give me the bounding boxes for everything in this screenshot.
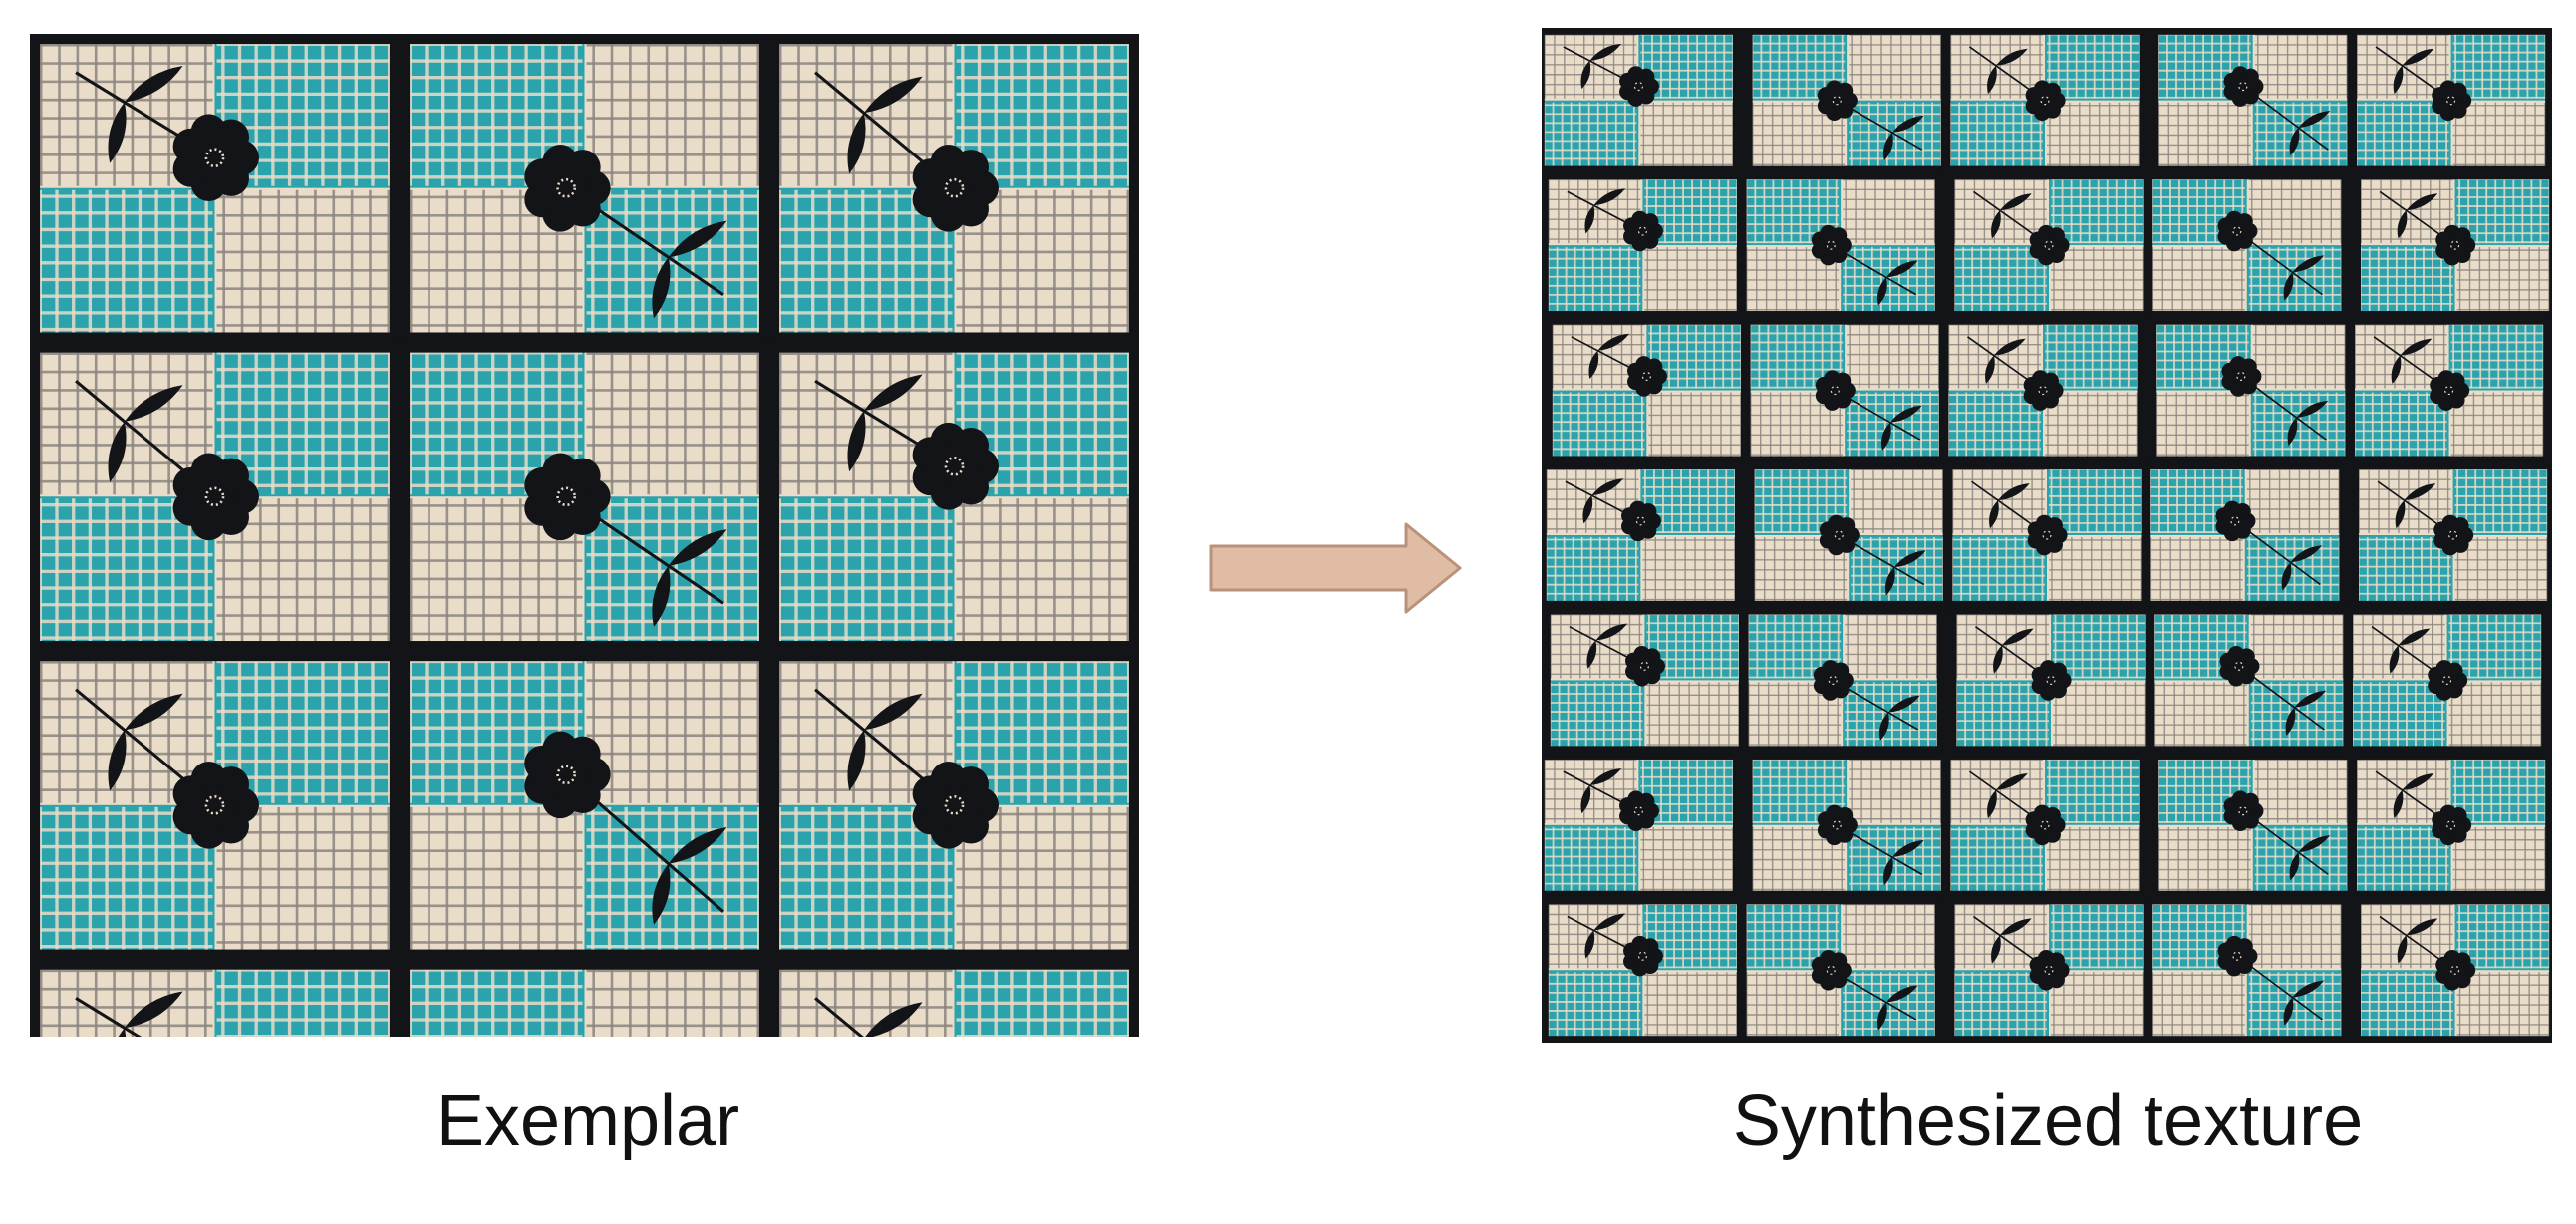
flower-icon	[1811, 224, 1852, 266]
flower-icon	[2223, 790, 2264, 831]
flower-icon	[2031, 660, 2072, 701]
flower-icon	[1815, 370, 1856, 411]
fabric-tile	[2347, 317, 2551, 464]
flower-icon	[912, 762, 999, 849]
flower-icon	[2221, 356, 2262, 397]
flower-icon	[172, 453, 259, 541]
flower-icon	[524, 731, 611, 819]
fabric-tile	[764, 34, 1139, 347]
fabric-tile	[395, 955, 774, 1037]
right-arrow-icon	[1209, 518, 1468, 618]
flower-icon	[912, 144, 999, 232]
flower-icon	[1817, 80, 1858, 121]
fabric-tile	[1944, 461, 2149, 609]
fabric-tile	[1542, 752, 1741, 899]
exemplar-texture	[30, 34, 1139, 1037]
flower-icon	[1619, 66, 1659, 107]
flower-icon	[1623, 935, 1663, 977]
fabric-tile	[30, 338, 405, 656]
fabric-tile	[1948, 606, 2153, 754]
flower-icon	[2023, 370, 2064, 411]
flower-icon	[2029, 950, 2070, 991]
exemplar-caption: Exemplar	[435, 1081, 740, 1161]
flower-icon	[912, 422, 999, 510]
flower-icon	[2215, 500, 2256, 542]
flower-icon	[172, 762, 259, 849]
flower-icon	[1619, 790, 1659, 831]
flower-icon	[1819, 514, 1860, 556]
fabric-tile	[1742, 317, 1947, 464]
flower-icon	[1813, 660, 1854, 701]
fabric-tile	[2150, 752, 2356, 899]
fabric-tile	[1740, 606, 1945, 754]
fabric-tile	[1942, 28, 2147, 174]
synthesized-texture	[1542, 28, 2552, 1043]
flower-icon	[1621, 500, 1661, 542]
fabric-tile	[2145, 896, 2350, 1043]
flower-icon	[1627, 356, 1667, 397]
flower-icon	[2435, 950, 2476, 991]
fabric-tile	[395, 338, 774, 656]
fabric-tile	[1542, 28, 1741, 174]
fabric-tile	[2147, 606, 2352, 754]
fabric-tile	[2145, 171, 2350, 319]
flower-icon	[2432, 804, 2472, 846]
fabric-tile	[395, 647, 774, 964]
fabric-tile	[764, 647, 1139, 964]
fabric-tile	[1738, 171, 1943, 319]
flower-icon	[524, 453, 611, 541]
fabric-tile	[2143, 461, 2348, 609]
fabric-tile	[1543, 606, 1747, 754]
flower-icon	[2219, 646, 2260, 687]
flower-icon	[2025, 804, 2066, 846]
synthesized-caption: Synthesized texture	[1732, 1081, 2364, 1161]
fabric-tile	[30, 955, 405, 1037]
fabric-tile	[1940, 317, 2146, 464]
flower-icon	[2029, 224, 2070, 266]
fabric-tile	[764, 955, 1139, 1037]
flower-icon	[1817, 804, 1858, 846]
fabric-tile	[2351, 461, 2552, 609]
fabric-tile	[764, 338, 1139, 656]
fabric-tile	[1746, 461, 1951, 609]
flower-icon	[172, 114, 259, 202]
fabric-tile	[2349, 752, 2552, 899]
fabric-tile	[1542, 171, 1745, 319]
flower-icon	[2428, 660, 2468, 701]
fabric-tile	[1946, 896, 2151, 1043]
flower-icon	[524, 144, 611, 232]
fabric-tile	[1738, 896, 1943, 1043]
fabric-tile	[1542, 461, 1743, 609]
fabric-tile	[30, 34, 405, 347]
flower-icon	[2217, 210, 2258, 252]
fabric-tile	[395, 34, 774, 347]
flower-icon	[1623, 210, 1663, 252]
flower-icon	[2025, 80, 2066, 121]
flower-icon	[1625, 646, 1665, 687]
fabric-tile	[1744, 752, 1949, 899]
flower-icon	[2433, 514, 2474, 556]
flower-icon	[2027, 514, 2068, 556]
fabric-tile	[1942, 752, 2147, 899]
fabric-tile	[1542, 896, 1745, 1043]
fabric-tile	[2150, 28, 2356, 174]
fabric-tile	[2349, 28, 2552, 174]
synthesized-texture-image	[1542, 28, 2552, 1043]
fabric-tile	[1545, 317, 1749, 464]
flower-icon	[2430, 370, 2470, 411]
fabric-tile	[2353, 171, 2552, 319]
fabric-tile	[1744, 28, 1949, 174]
fabric-tile	[2353, 896, 2552, 1043]
fabric-tile	[2345, 606, 2549, 754]
flower-icon	[2435, 224, 2476, 266]
flower-icon	[1811, 950, 1852, 991]
flower-icon	[2217, 935, 2258, 977]
fabric-tile	[2148, 317, 2354, 464]
flower-icon	[2432, 80, 2472, 121]
fabric-tile	[1946, 171, 2151, 319]
flower-icon	[2223, 66, 2264, 107]
fabric-tile	[30, 647, 405, 964]
exemplar-image	[30, 34, 1139, 1037]
